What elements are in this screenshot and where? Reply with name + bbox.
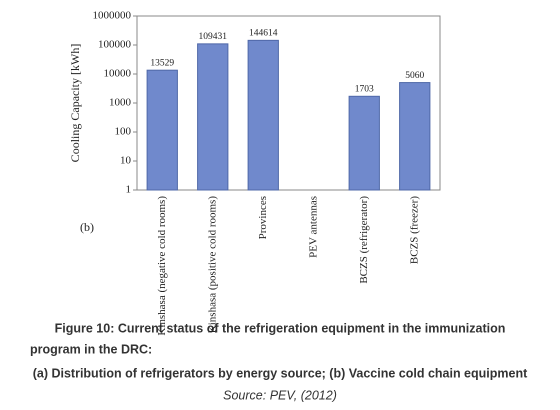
y-tick-label: 1000000 [93,10,132,22]
bar [399,82,431,191]
x-tick-label: BCZS (refrigerator) [358,196,370,284]
bar [348,95,380,191]
y-axis-title: Cooling Capacity [kWh] [68,44,82,163]
y-tick-label: 1000 [109,97,132,109]
x-tick-label: Provinces [257,196,269,239]
bar [247,39,279,191]
bar [146,69,178,191]
y-tick-label: 100000 [98,39,132,51]
data-label: 144614 [249,29,278,39]
y-tick-label: 10 [120,155,132,167]
annotation: (b) [80,220,94,234]
data-label: 1703 [355,84,374,94]
x-tick-label: BCZS (freezer) [408,196,420,264]
plot-frame [136,15,441,191]
source: Source: PEV, (2012) [223,388,337,402]
caption: Figure 10: Current status of the refrige… [55,321,506,335]
y-tick-label: 10000 [104,68,132,80]
data-label: 13529 [150,58,174,68]
y-tick-label: 100 [115,126,132,138]
y-tick-label: 1 [126,184,132,196]
data-label: 109431 [199,32,228,42]
x-tick-label: PEV antennas [307,196,319,258]
caption: program in the DRC: [30,342,152,356]
x-tick-label: Kinshasa (positive cold rooms) [206,196,218,334]
x-tick-label: Kinshasa (negative cold rooms) [156,196,168,336]
caption: (a) Distribution of refrigerators by ene… [33,366,528,380]
data-label: 5060 [405,71,424,81]
bar [197,43,229,191]
